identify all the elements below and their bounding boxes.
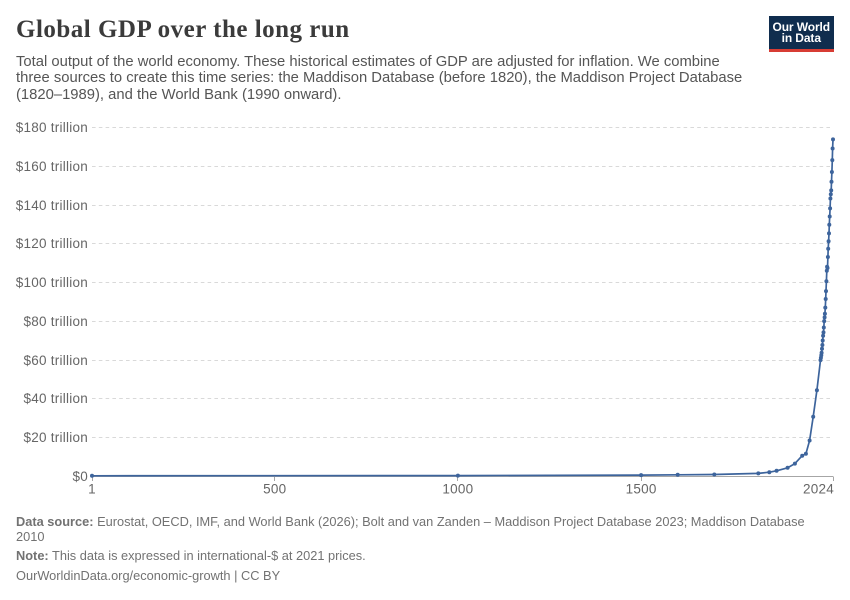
svg-text:$160 trillion: $160 trillion (16, 159, 88, 174)
svg-text:$80 trillion: $80 trillion (23, 314, 88, 329)
svg-text:500: 500 (263, 482, 286, 497)
svg-text:2024: 2024 (803, 482, 834, 497)
svg-text:1000: 1000 (442, 482, 473, 497)
svg-text:$100 trillion: $100 trillion (16, 275, 88, 290)
svg-text:1500: 1500 (626, 482, 657, 497)
svg-text:$40 trillion: $40 trillion (23, 391, 88, 406)
svg-text:$180 trillion: $180 trillion (16, 120, 88, 135)
svg-text:$120 trillion: $120 trillion (16, 236, 88, 251)
svg-text:$20 trillion: $20 trillion (23, 430, 88, 445)
svg-text:$0: $0 (72, 469, 88, 484)
svg-text:$60 trillion: $60 trillion (23, 353, 88, 368)
svg-text:1: 1 (88, 482, 96, 497)
svg-text:$140 trillion: $140 trillion (16, 198, 88, 213)
